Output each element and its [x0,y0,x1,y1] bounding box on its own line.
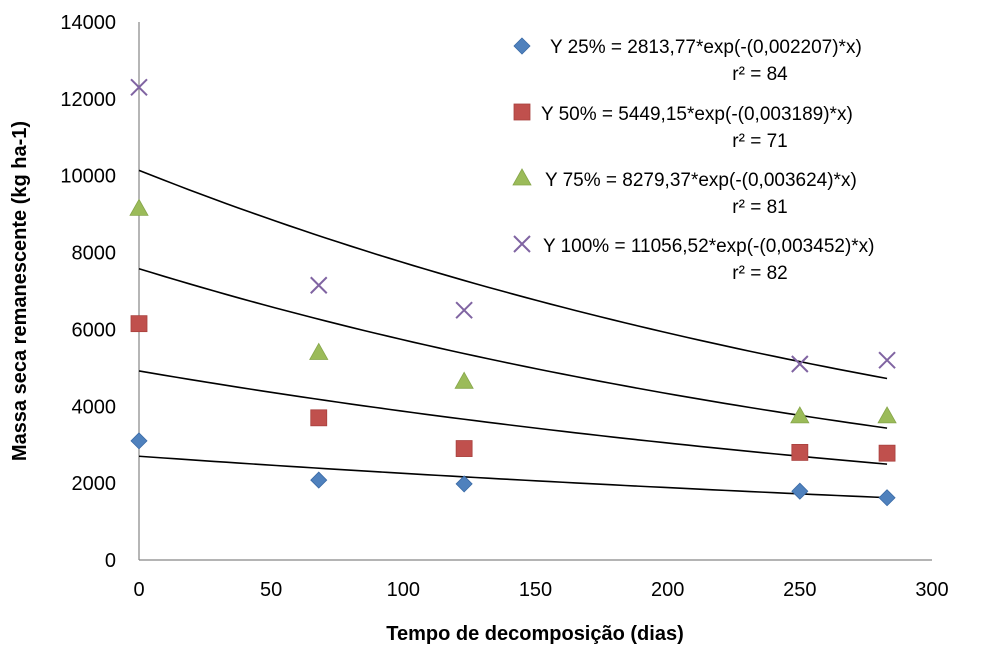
x-tick-label: 100 [387,579,420,601]
y-axis-title: Massa seca remanescente (kg ha-1) [9,121,31,461]
data-point [878,351,896,369]
y-tick-label: 12000 [60,89,116,111]
axes [138,22,932,561]
y-tick-label: 2000 [72,473,117,495]
fit-curve [138,267,888,429]
x-tick-labels: 0 50 100 150 200 250 300 [133,579,948,601]
data-point [130,432,148,450]
x-tick-label: 150 [519,579,552,601]
legend-r2: r² = 71 [732,131,787,152]
data-point [454,371,474,389]
data-point [130,315,148,333]
data-point [878,444,896,462]
legend-label: Y 75% = 8279,37*exp(-(0,003624)*x) [545,170,857,191]
legend-label: Y 50% = 5449,15*exp(-(0,003189)*x) [541,104,853,125]
data-point [310,276,328,294]
data-point [877,406,897,424]
legend-r2: r² = 82 [732,263,787,284]
data-point [129,198,149,216]
x-tick-label: 250 [783,579,816,601]
x-tick-label: 0 [133,579,144,601]
y-tick-label: 4000 [72,396,117,418]
y-tick-label: 10000 [60,166,116,188]
y-tick-label: 8000 [72,243,117,265]
y-tick-label: 14000 [60,12,116,34]
y-tick-labels: 0 2000 4000 6000 8000 10000 12000 14000 [60,12,116,572]
legend-r2: r² = 84 [732,64,788,85]
legend-label: Y 25% = 2813,77*exp(-(0,002207)*x) [550,37,862,58]
legend-marker [513,103,531,121]
x-axis-title: Tempo de decomposição (dias) [386,623,683,645]
legend-marker [512,168,532,186]
data-point [310,471,328,489]
fit-curve [138,370,888,465]
data-point [791,443,809,461]
data-point [455,475,473,493]
data-point [791,355,809,373]
x-tick-label: 50 [260,579,282,601]
data-point [455,440,473,457]
data-point [309,342,329,360]
data-point [130,78,148,97]
fit-curve [138,455,888,499]
x-tick-label: 300 [915,579,948,601]
fit-curve [138,169,888,380]
legend-r2: r² = 81 [732,197,787,218]
data-point [791,482,809,500]
y-tick-label: 6000 [72,319,117,341]
data-points [129,78,897,507]
data-point [310,409,328,427]
legend: Y 25% = 2813,77*exp(-(0,002207)*x) r² = 8… [512,37,875,284]
legend-label: Y 100% = 11056,52*exp(-(0,003452)*x) [543,236,875,257]
data-point [878,489,896,507]
y-tick-label: 0 [105,550,116,572]
legend-marker [513,37,531,55]
fit-curves [138,169,888,499]
x-tick-label: 200 [651,579,684,601]
data-point [455,301,473,319]
data-point [790,406,810,424]
legend-marker [513,235,531,253]
